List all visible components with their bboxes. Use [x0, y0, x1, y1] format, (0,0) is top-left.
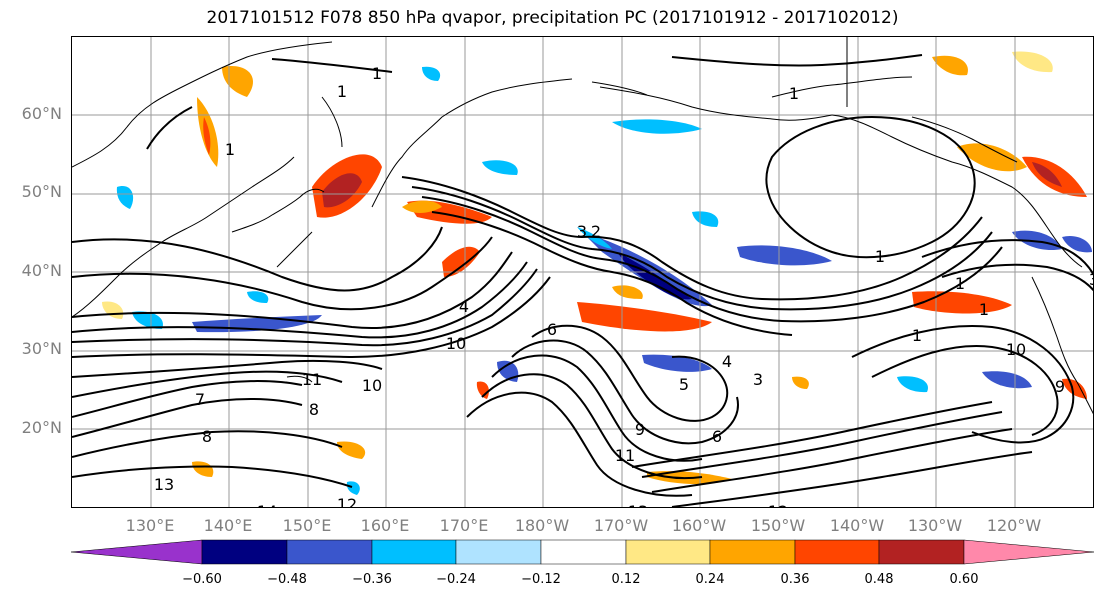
contour-label: 12 [337, 495, 357, 508]
lat-label-50n: 50°N [21, 182, 62, 201]
precip-negative-shading [116, 66, 1092, 495]
contour-label: 10 [446, 334, 466, 353]
contour-label: 3 [577, 222, 587, 241]
contour-label: 5 [679, 375, 689, 394]
lon-label-160w: 160°W [671, 516, 727, 535]
lon-label-160e: 160°E [360, 516, 410, 535]
contour-label: 1 [337, 82, 347, 101]
colorbar-tick-7: 0.24 [695, 572, 725, 587]
colorbar-segment-4 [455, 539, 542, 565]
colorbar-tick-5: −0.12 [521, 572, 561, 587]
contour-label: 6 [547, 320, 557, 339]
lat-lon-grid [72, 37, 1093, 507]
lon-label-130e: 130°E [125, 516, 175, 535]
lon-label-130w: 130°W [907, 516, 963, 535]
contour-label: 3 [1089, 270, 1094, 289]
contour-label: 10 [362, 376, 382, 395]
colorbar-segment-5 [540, 539, 627, 565]
colorbar-segment-9 [878, 539, 965, 565]
lon-label-150w: 150°W [750, 516, 806, 535]
contour-label: 8 [202, 427, 212, 446]
contour-label: 13 [154, 475, 174, 494]
lon-label-180w: 180°W [514, 516, 570, 535]
map-title: 2017101512 F078 850 hPa qvapor, precipit… [206, 8, 899, 28]
colorbar-tick-4: −0.24 [436, 572, 476, 587]
qvapor-contours [72, 54, 1093, 507]
contour-label: 9 [635, 420, 645, 439]
lat-label-20n: 20°N [21, 418, 62, 437]
contour-label: 14 [257, 502, 277, 508]
contour-label: 1 [225, 140, 235, 159]
contour-label-layer: 1111111123334456678899101010111112121313… [154, 64, 1094, 508]
colorbar-segments [70, 539, 1095, 565]
colorbar-tick-10: 0.60 [949, 572, 979, 587]
lon-label-170e: 170°E [439, 516, 489, 535]
colorbar-tick-2: −0.48 [267, 572, 307, 587]
map-panel: 1111111123334456678899101010111112121313… [71, 36, 1094, 508]
contour-label: 4 [722, 352, 732, 371]
contour-label: 7 [195, 390, 205, 409]
contour-label: 3 [753, 370, 763, 389]
colorbar-segment-8 [794, 539, 880, 565]
contour-label: 13 [628, 502, 648, 508]
contour-label: 2 [591, 222, 601, 241]
contour-label: 10 [1006, 340, 1026, 359]
contour-label: 9 [1055, 377, 1065, 396]
coastlines [72, 37, 1093, 415]
lat-label-60n: 60°N [21, 104, 62, 123]
colorbar-extend-low [70, 539, 203, 565]
colorbar-tick-6: 0.12 [611, 572, 641, 587]
contour-label: 6 [712, 427, 722, 446]
colorbar-tick-3: −0.36 [352, 572, 392, 587]
lat-label-30n: 30°N [21, 339, 62, 358]
colorbar-tick-1: −0.60 [182, 572, 222, 587]
contour-label: 1 [979, 300, 989, 319]
colorbar-segment-3 [371, 539, 457, 565]
contour-label: 1 [955, 274, 965, 293]
contour-label: 11 [302, 370, 322, 389]
contour-label: 1 [789, 84, 799, 103]
lon-label-120w: 120°W [986, 516, 1042, 535]
colorbar-tick-8: 0.36 [780, 572, 810, 587]
lon-label-140w: 140°W [829, 516, 885, 535]
colorbar-segment-2 [286, 539, 373, 565]
lon-label-140e: 140°E [203, 516, 253, 535]
contour-label: 1 [912, 326, 922, 345]
contour-label: 4 [459, 297, 469, 316]
lon-label-150e: 150°E [282, 516, 332, 535]
lat-label-40n: 40°N [21, 261, 62, 280]
contour-label: 8 [309, 400, 319, 419]
contour-label: 1 [875, 247, 885, 266]
contour-label: 11 [615, 446, 635, 465]
contour-label: 1 [372, 64, 382, 83]
colorbar-segment-6 [625, 539, 711, 565]
lon-label-170w: 170°W [593, 516, 649, 535]
colorbar-segment-7 [709, 539, 796, 565]
colorbar-segment-1 [201, 539, 288, 565]
colorbar-extend-high [963, 539, 1095, 565]
colorbar-tick-9: 0.48 [864, 572, 894, 587]
contour-label: 12 [768, 502, 788, 508]
map-canvas: 1111111123334456678899101010111112121313… [72, 37, 1094, 508]
